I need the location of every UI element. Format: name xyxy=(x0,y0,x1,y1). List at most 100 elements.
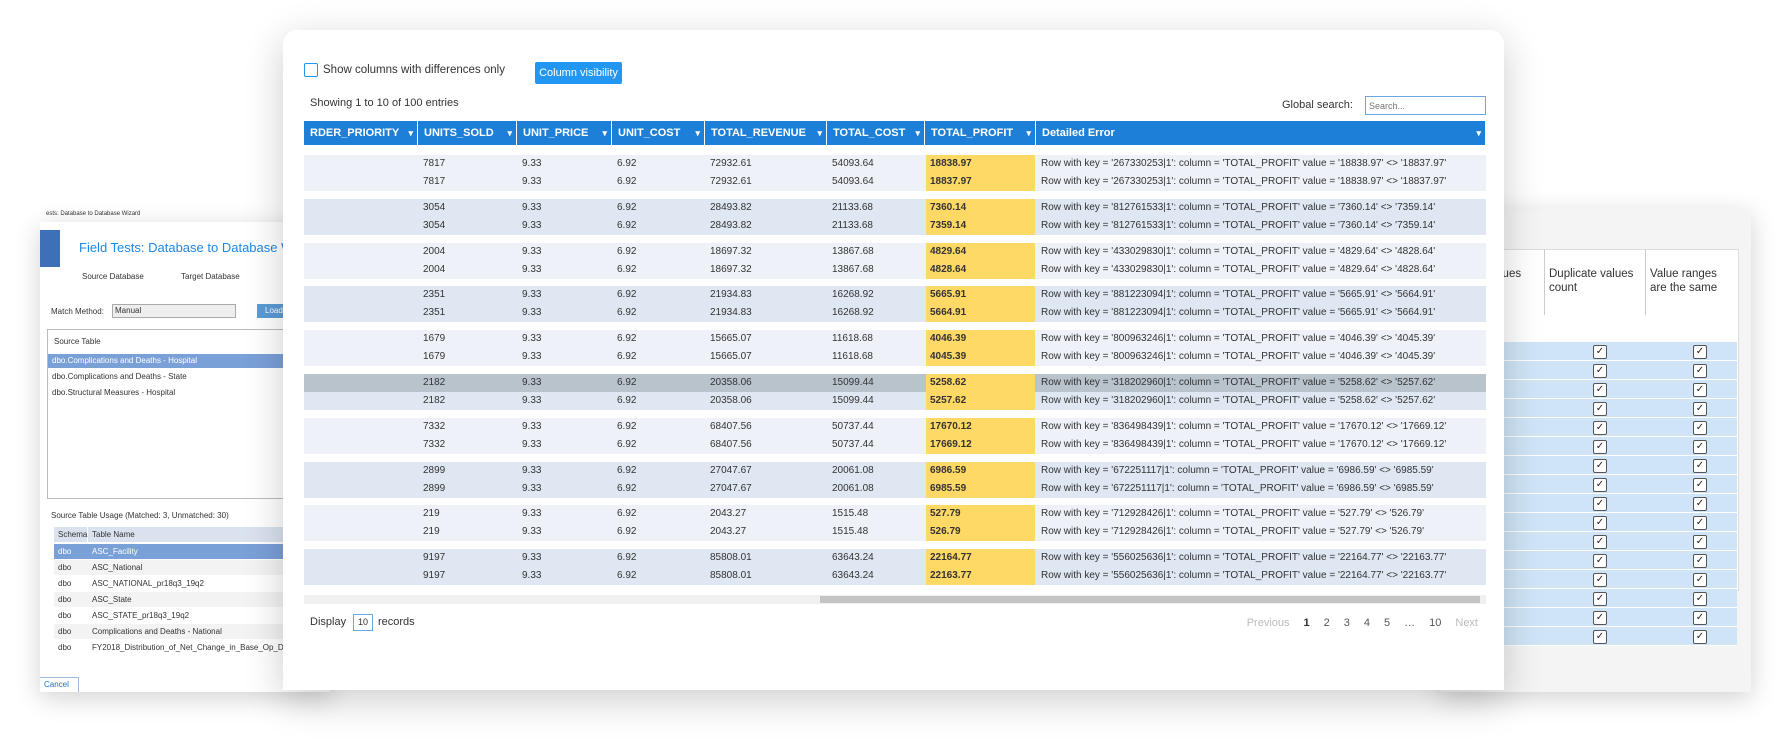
checkbox[interactable]: ✓ xyxy=(1693,611,1707,625)
table-row[interactable] xyxy=(304,260,1486,279)
page-length[interactable]: 10 xyxy=(353,614,373,631)
source-table-item[interactable]: dbo.Complications and Deaths - Hospital xyxy=(48,354,318,368)
profit-cell: 4046.39 xyxy=(926,330,1035,349)
step[interactable]: Target Database xyxy=(181,272,240,281)
checkbox[interactable]: ✓ xyxy=(1593,592,1607,606)
table-row[interactable] xyxy=(304,216,1486,235)
table-row[interactable] xyxy=(304,173,1486,191)
stats-row xyxy=(1495,570,1737,589)
stats-col-header: Value ranges are the same xyxy=(1645,249,1737,315)
table-row[interactable] xyxy=(304,567,1486,586)
table-cell: 15665.07 xyxy=(710,351,752,363)
column-header[interactable]: UNITS_SOLD xyxy=(418,121,517,145)
column-header[interactable]: Detailed Error xyxy=(1036,121,1486,145)
column-header[interactable]: TOTAL_PROFIT xyxy=(925,121,1036,145)
source-table-item[interactable]: dbo.Complications and Deaths - State xyxy=(52,372,187,381)
scrollbar-thumb[interactable] xyxy=(820,596,1480,603)
checkbox[interactable]: ✓ xyxy=(1593,478,1607,492)
checkbox[interactable]: ✓ xyxy=(1693,421,1707,435)
table-row[interactable] xyxy=(304,348,1486,367)
checkbox[interactable]: ✓ xyxy=(1693,516,1707,530)
checkbox[interactable]: ✓ xyxy=(1593,383,1607,397)
table-row[interactable] xyxy=(304,242,1486,261)
table-row[interactable] xyxy=(304,523,1486,542)
checkbox[interactable]: ✓ xyxy=(1593,421,1607,435)
page-link[interactable]: Next xyxy=(1455,617,1478,629)
checkbox[interactable]: ✓ xyxy=(1693,573,1707,587)
checkbox[interactable]: ✓ xyxy=(1593,535,1607,549)
table-row[interactable] xyxy=(304,505,1486,524)
usage-cell: dbo xyxy=(58,547,72,556)
page-link[interactable]: 10 xyxy=(1429,617,1442,629)
page-link[interactable]: 3 xyxy=(1343,617,1350,629)
table-row[interactable] xyxy=(304,479,1486,498)
checkbox[interactable]: ✓ xyxy=(1693,383,1707,397)
checkbox[interactable]: ✓ xyxy=(1593,497,1607,511)
page-link[interactable]: 2 xyxy=(1323,617,1330,629)
table-row[interactable] xyxy=(304,304,1486,323)
diff-checkbox[interactable] xyxy=(304,63,318,77)
checkbox[interactable]: ✓ xyxy=(1593,440,1607,454)
checkbox[interactable]: ✓ xyxy=(1593,630,1607,644)
checkbox[interactable]: ✓ xyxy=(1593,611,1607,625)
step[interactable]: Source Database xyxy=(82,272,144,281)
cancel-button[interactable]: Cancel xyxy=(40,677,79,692)
checkbox[interactable]: ✓ xyxy=(1593,573,1607,587)
table-cell: 9.33 xyxy=(522,438,542,450)
column-header[interactable]: UNIT_COST xyxy=(612,121,705,145)
checkbox[interactable]: ✓ xyxy=(1593,402,1607,416)
checkbox[interactable]: ✓ xyxy=(1693,459,1707,473)
table-row[interactable] xyxy=(304,155,1486,173)
checkbox[interactable]: ✓ xyxy=(1693,440,1707,454)
checkbox[interactable]: ✓ xyxy=(1693,345,1707,359)
table-cell: Row with key = '800963246|1': column = '… xyxy=(1041,351,1436,363)
table-row[interactable] xyxy=(304,330,1486,349)
table-row[interactable] xyxy=(304,435,1486,454)
checkbox[interactable]: ✓ xyxy=(1693,364,1707,378)
table-cell: Row with key = '812761533|1': column = '… xyxy=(1041,201,1436,213)
column-header[interactable]: TOTAL_COST xyxy=(827,121,925,145)
source-table-item[interactable]: dbo.Structural Measures - Hospital xyxy=(52,388,176,397)
table-cell: 6.92 xyxy=(617,420,637,432)
page-link[interactable]: Previous xyxy=(1246,617,1290,629)
checkbox[interactable]: ✓ xyxy=(1693,402,1707,416)
scrollbar[interactable] xyxy=(304,595,1486,604)
table-row[interactable] xyxy=(304,286,1486,305)
table-row[interactable] xyxy=(304,417,1486,436)
checkbox[interactable]: ✓ xyxy=(1693,554,1707,568)
wizard-icon xyxy=(40,230,60,267)
table-cell: 6.92 xyxy=(617,508,637,520)
source-table-box: Source Table dbo.Complications and Death… xyxy=(47,329,319,499)
table-row[interactable] xyxy=(304,392,1486,410)
table-cell: 54093.64 xyxy=(832,158,874,169)
search-input[interactable] xyxy=(1365,96,1486,115)
checkbox[interactable]: ✓ xyxy=(1693,592,1707,606)
table-row[interactable] xyxy=(304,461,1486,480)
display-label: Display xyxy=(310,616,347,628)
checkbox[interactable]: ✓ xyxy=(1593,459,1607,473)
column-visibility-button[interactable]: Column visibility xyxy=(535,62,622,84)
page-link[interactable]: 1 xyxy=(1303,617,1310,629)
page-link[interactable]: … xyxy=(1404,617,1416,629)
checkbox[interactable]: ✓ xyxy=(1593,554,1607,568)
page-link[interactable]: 5 xyxy=(1384,617,1391,629)
checkbox[interactable]: ✓ xyxy=(1693,535,1707,549)
usage-cell: dbo xyxy=(58,643,72,652)
table-cell: Row with key = '800963246|1': column = '… xyxy=(1041,333,1436,345)
table-row[interactable] xyxy=(304,549,1486,568)
checkbox[interactable]: ✓ xyxy=(1693,478,1707,492)
checkbox[interactable]: ✓ xyxy=(1693,497,1707,511)
table-row[interactable] xyxy=(304,374,1486,392)
column-header[interactable]: UNIT_PRICE xyxy=(517,121,612,145)
checkbox[interactable]: ✓ xyxy=(1593,516,1607,530)
page-link[interactable]: 4 xyxy=(1363,617,1370,629)
checkbox[interactable]: ✓ xyxy=(1693,630,1707,644)
match-method-select[interactable]: Manual xyxy=(112,304,236,318)
checkbox[interactable]: ✓ xyxy=(1593,364,1607,378)
column-header[interactable]: TOTAL_REVENUE xyxy=(705,121,827,145)
diff-label: Show columns with differences only xyxy=(323,64,505,76)
checkbox[interactable]: ✓ xyxy=(1593,345,1607,359)
column-header[interactable]: RDER_PRIORITY xyxy=(304,121,418,145)
table-row[interactable] xyxy=(304,198,1486,217)
table-cell: 9.33 xyxy=(522,219,542,231)
